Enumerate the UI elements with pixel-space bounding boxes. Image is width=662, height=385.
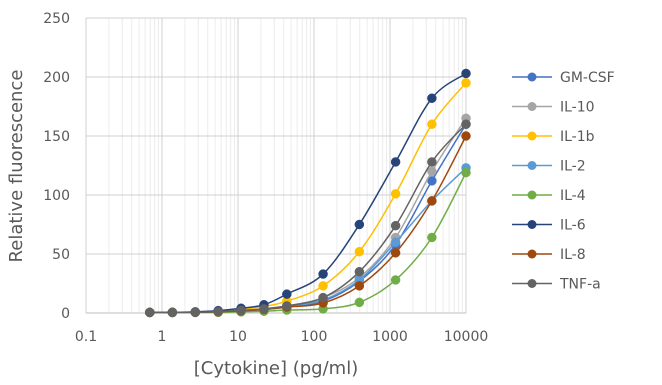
legend-item: GM-CSF xyxy=(512,70,615,86)
data-point xyxy=(461,78,471,88)
data-point xyxy=(167,307,178,318)
legend-label: IL-8 xyxy=(560,247,586,263)
x-tick-label: 1 xyxy=(158,329,167,345)
legend-marker xyxy=(527,102,537,111)
series-line xyxy=(149,135,467,314)
y-tick-label: 250 xyxy=(43,11,70,27)
x-tick-label: 100 xyxy=(301,329,328,345)
series-layer xyxy=(145,68,471,318)
legend-label: IL-4 xyxy=(560,188,586,204)
x-tick-labels: 0.1 1 10 100 1000 10000 xyxy=(75,329,488,345)
data-point xyxy=(461,119,471,129)
data-point xyxy=(390,248,401,258)
legend-item: IL-1b xyxy=(512,129,595,145)
legend-item: IL-8 xyxy=(512,247,586,263)
data-point xyxy=(427,93,437,103)
data-point xyxy=(282,301,292,311)
data-point xyxy=(354,266,365,277)
y-axis-title: Relative fluorescence xyxy=(6,70,27,263)
series-tnf-a xyxy=(145,119,471,318)
data-point xyxy=(427,232,437,243)
data-point xyxy=(318,281,328,291)
legend-marker xyxy=(527,249,537,259)
y-tick-labels: 0 50 100 150 200 250 xyxy=(43,11,70,322)
data-point xyxy=(145,307,155,318)
data-point xyxy=(190,307,201,317)
series-il-10 xyxy=(145,113,471,318)
data-point xyxy=(461,68,471,79)
legend-marker xyxy=(527,161,537,170)
data-point xyxy=(282,289,292,299)
legend-item: IL-6 xyxy=(512,218,586,234)
data-point xyxy=(354,297,365,308)
legend-marker xyxy=(527,220,537,229)
data-point xyxy=(318,269,328,279)
legend-label: TNF-a xyxy=(559,277,601,293)
data-point xyxy=(390,237,401,247)
data-point xyxy=(427,196,437,206)
y-tick-label: 0 xyxy=(61,306,70,322)
data-point xyxy=(354,281,365,291)
data-point xyxy=(236,305,246,316)
legend-marker xyxy=(527,131,537,141)
y-tick-label: 200 xyxy=(43,70,70,86)
y-tick-label: 150 xyxy=(43,129,70,145)
data-point xyxy=(427,166,437,177)
x-tick-label: 10000 xyxy=(444,329,489,345)
data-point xyxy=(461,167,471,178)
legend-marker xyxy=(527,72,537,82)
legend-item: IL-2 xyxy=(512,159,586,175)
y-tick-label: 50 xyxy=(52,247,70,263)
legend-label: IL-6 xyxy=(560,218,586,234)
data-point xyxy=(390,157,401,167)
series-il-8 xyxy=(145,131,471,318)
data-point xyxy=(390,189,401,199)
legend-marker xyxy=(527,279,537,288)
legend: GM-CSF IL-10 IL-1b IL-2 IL-4 IL-6 IL-8 TNF-a xyxy=(512,70,615,293)
legend-label: IL-2 xyxy=(560,159,586,175)
data-point xyxy=(390,275,401,285)
y-tick-label: 100 xyxy=(43,188,70,204)
legend-item: IL-10 xyxy=(512,100,595,116)
legend-label: IL-1b xyxy=(560,129,595,145)
legend-item: TNF-a xyxy=(512,277,601,293)
data-point xyxy=(213,306,223,317)
data-point xyxy=(461,131,471,141)
data-point xyxy=(354,246,365,257)
x-tick-label: 10 xyxy=(229,329,247,345)
data-point xyxy=(390,220,401,231)
series-il-6 xyxy=(145,68,471,318)
data-point xyxy=(427,119,437,129)
data-point xyxy=(354,219,365,230)
legend-label: IL-10 xyxy=(560,100,595,116)
data-point xyxy=(427,157,437,167)
series-line xyxy=(149,172,467,314)
series-line xyxy=(149,72,467,314)
grid xyxy=(85,17,467,314)
data-point xyxy=(259,304,269,314)
x-tick-label: 1000 xyxy=(372,329,408,345)
x-axis-title: [Cytokine] (pg/ml) xyxy=(194,358,358,379)
legend-label: GM-CSF xyxy=(560,70,615,86)
series-line xyxy=(149,167,467,314)
data-point xyxy=(318,292,328,303)
legend-marker xyxy=(527,190,537,200)
legend-item: IL-4 xyxy=(512,188,586,204)
x-tick-label: 0.1 xyxy=(75,329,97,345)
